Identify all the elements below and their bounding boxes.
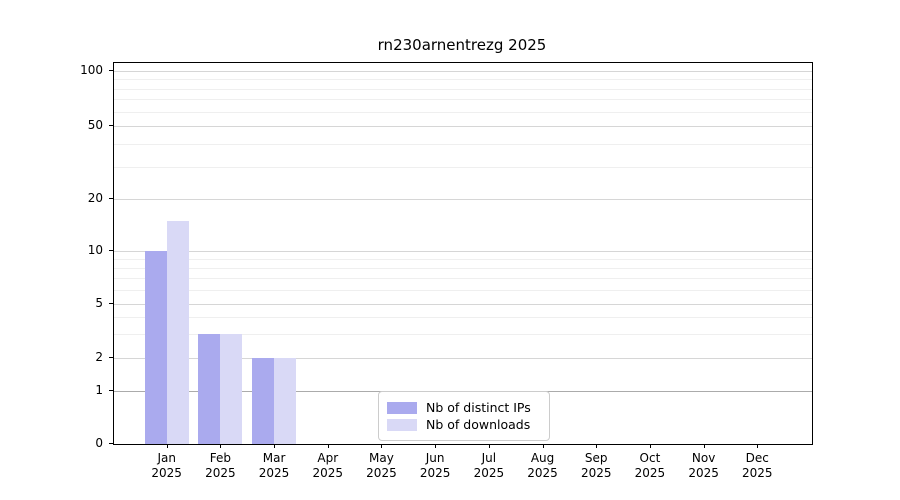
x-tick-mark-dec — [757, 444, 759, 448]
x-tick-mark-may — [381, 444, 383, 448]
minor-gridline — [114, 88, 812, 90]
legend-item-distinct-ips: Nb of distinct IPs — [387, 400, 539, 415]
x-tick-label-nov: Nov 2025 — [688, 451, 719, 480]
legend-label-distinct-ips: Nb of distinct IPs — [426, 400, 531, 415]
x-tick-label-feb: Feb 2025 — [205, 451, 236, 480]
y-tick-mark-1 — [109, 390, 113, 391]
y-tick-label-50: 50 — [87, 118, 103, 132]
minor-gridline — [114, 290, 812, 292]
chart-title: rn230arnentrezg 2025 — [377, 36, 547, 54]
x-tick-mark-nov — [703, 444, 705, 448]
x-tick-mark-jan — [166, 444, 168, 448]
minor-gridline — [114, 334, 812, 336]
legend-box: Nb of distinct IPs Nb of downloads — [378, 391, 550, 441]
y-tick-label-100: 100 — [80, 63, 103, 77]
y-tick-mark-20 — [109, 198, 113, 199]
x-tick-mark-feb — [220, 444, 222, 448]
bar-distinct-ips-mar — [252, 358, 275, 444]
x-tick-mark-mar — [274, 444, 276, 448]
x-tick-label-aug: Aug 2025 — [527, 451, 558, 480]
x-tick-label-sep: Sep 2025 — [580, 451, 612, 480]
y-tick-mark-0 — [109, 443, 113, 444]
plot-area — [113, 62, 813, 445]
legend-swatch-distinct-ips — [387, 401, 417, 414]
legend-item-downloads: Nb of downloads — [387, 417, 539, 432]
minor-gridline — [114, 111, 812, 113]
minor-gridline — [114, 268, 812, 270]
x-tick-label-may: May 2025 — [366, 451, 397, 480]
y-tick-mark-10 — [109, 250, 113, 251]
y-tick-label-20: 20 — [87, 191, 103, 205]
bar-downloads-mar — [274, 358, 297, 444]
major-gridline-10 — [114, 251, 812, 252]
bar-distinct-ips-feb — [198, 334, 221, 444]
major-gridline-50 — [114, 126, 812, 127]
y-tick-label-5: 5 — [95, 296, 103, 310]
x-tick-label-jan: Jan 2025 — [151, 451, 182, 480]
minor-gridline — [114, 99, 812, 101]
bar-downloads-feb — [220, 334, 243, 444]
x-tick-mark-oct — [649, 444, 651, 448]
x-tick-mark-sep — [596, 444, 598, 448]
x-tick-mark-jul — [488, 444, 490, 448]
major-gridline-100 — [114, 71, 812, 72]
y-tick-mark-50 — [109, 125, 113, 126]
minor-gridline — [114, 143, 812, 145]
major-gridline-20 — [114, 199, 812, 200]
major-gridline-5 — [114, 304, 812, 305]
x-tick-mark-jun — [435, 444, 437, 448]
major-gridline-2 — [114, 358, 812, 359]
x-tick-label-mar: Mar 2025 — [258, 451, 290, 480]
x-tick-label-jun: Jun 2025 — [419, 451, 451, 480]
x-tick-label-jul: Jul 2025 — [473, 451, 505, 480]
x-tick-mark-apr — [327, 444, 329, 448]
y-tick-mark-100 — [109, 70, 113, 71]
bar-distinct-ips-jan — [144, 251, 167, 444]
x-tick-mark-aug — [542, 444, 544, 448]
y-tick-label-0: 0 — [95, 436, 103, 450]
y-tick-label-2: 2 — [95, 350, 103, 364]
x-tick-label-apr: Apr 2025 — [312, 451, 344, 480]
minor-gridline — [114, 259, 812, 261]
y-tick-mark-5 — [109, 303, 113, 304]
minor-gridline — [114, 166, 812, 168]
x-tick-label-dec: Dec 2025 — [742, 451, 773, 480]
legend-swatch-downloads — [387, 418, 417, 431]
x-tick-label-oct: Oct 2025 — [634, 451, 666, 480]
minor-gridline — [114, 317, 812, 319]
y-tick-label-10: 10 — [87, 243, 103, 257]
y-tick-label-1: 1 — [95, 383, 103, 397]
bar-downloads-jan — [166, 220, 189, 444]
minor-gridline — [114, 278, 812, 280]
legend-label-downloads: Nb of downloads — [426, 417, 531, 432]
y-tick-mark-2 — [109, 357, 113, 358]
minor-gridline — [114, 79, 812, 81]
